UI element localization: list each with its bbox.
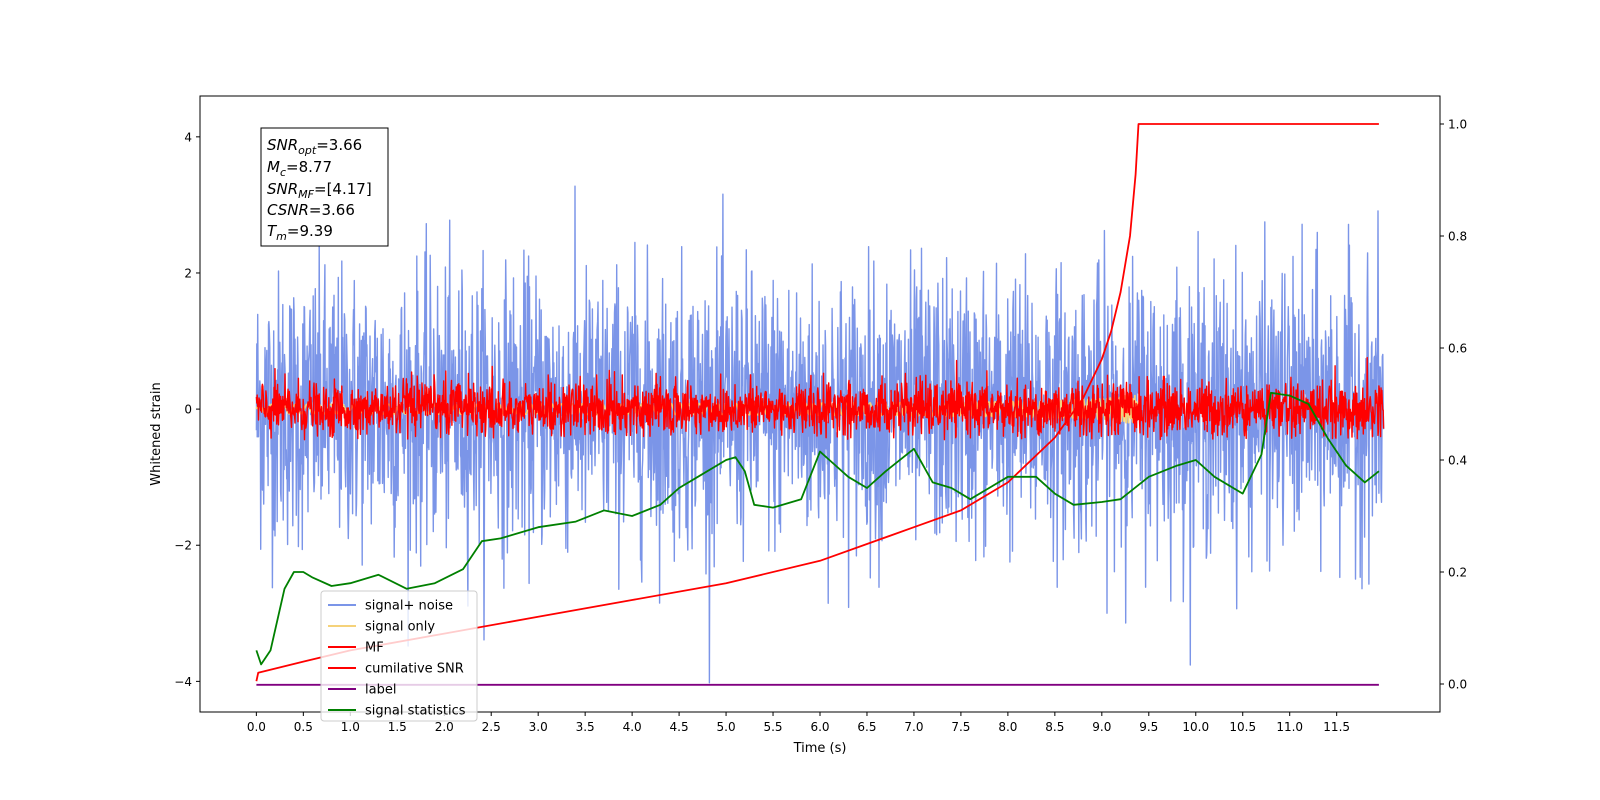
x-tick-label: 7.0 <box>904 720 923 734</box>
x-tick-label: 4.0 <box>623 720 642 734</box>
y-tick-label: 4 <box>184 130 192 144</box>
legend-label-signal-only: signal only <box>365 620 435 635</box>
x-tick-label: 1.0 <box>341 720 360 734</box>
annotation-snr-mf: SNRMF=[4.17] <box>267 180 372 201</box>
x-tick-label: 11.5 <box>1323 720 1350 734</box>
annotation-box-frame <box>260 127 389 247</box>
legend: signal+ noise signal only MF cumilative SNR… <box>320 590 478 722</box>
legend-label-signal-noise: signal+ noise <box>365 599 453 614</box>
annotation-merger-time: Tm=9.39 <box>267 222 333 243</box>
y-tick-label: −4 <box>174 675 192 689</box>
x-tick-label: 3.5 <box>576 720 595 734</box>
legend-frame <box>320 590 478 722</box>
y-tick-label: −2 <box>174 539 192 553</box>
legend-label-cumilative-snr: cumilative SNR <box>365 662 464 677</box>
x-tick-label: 1.5 <box>388 720 407 734</box>
annotation-box: SNRopt=3.66 Mc=8.77 SNRMF=[4.17] CSNR=3.… <box>260 127 389 247</box>
right-y-axis-ticks: 0.0 0.2 0.4 0.6 0.8 1.0 <box>1440 118 1467 692</box>
right-y-tick-label: 0.6 <box>1448 342 1467 356</box>
x-tick-label: 7.5 <box>951 720 970 734</box>
y-axis-label: Whitened strain <box>149 382 164 485</box>
y-tick-label: 0 <box>184 403 192 417</box>
legend-label-label: label <box>365 683 396 698</box>
y-tick-label: 2 <box>184 266 192 280</box>
right-y-tick-label: 0.8 <box>1448 230 1467 244</box>
annotation-csnr: CSNR=3.66 <box>267 201 355 219</box>
x-tick-label: 10.5 <box>1229 720 1256 734</box>
x-tick-label: 5.0 <box>717 720 736 734</box>
x-tick-label: 4.5 <box>670 720 689 734</box>
x-tick-label: 3.0 <box>529 720 548 734</box>
x-axis-label: Time (s) <box>793 741 847 756</box>
x-tick-label: 0.5 <box>294 720 313 734</box>
series-line-signal-statistics <box>255 391 1380 666</box>
x-tick-label: 9.0 <box>1092 720 1111 734</box>
annotation-chirp-mass: Mc=8.77 <box>267 158 332 179</box>
legend-label-mf: MF <box>365 641 384 656</box>
x-tick-label: 5.5 <box>763 720 782 734</box>
x-tick-label: 10.0 <box>1182 720 1209 734</box>
x-tick-label: 2.5 <box>482 720 501 734</box>
x-tick-label: 11.0 <box>1276 720 1303 734</box>
right-y-tick-label: 0.0 <box>1448 678 1467 692</box>
series-line-mf <box>255 356 1385 441</box>
y-axis-ticks: −4 −2 0 2 4 <box>174 130 200 689</box>
x-tick-label: 0.0 <box>247 720 266 734</box>
x-tick-label: 8.5 <box>1045 720 1064 734</box>
x-tick-label: 9.5 <box>1139 720 1158 734</box>
x-axis-ticks: 0.0 0.5 1.0 1.5 2.0 2.5 3.0 3.5 4.0 4.5 5.0 5.5 6.0 6… <box>247 712 1350 734</box>
legend-label-signal-statistics: signal statistics <box>365 704 466 719</box>
right-y-tick-label: 1.0 <box>1448 118 1467 132</box>
annotation-snr-opt: SNRopt=3.66 <box>267 136 362 157</box>
x-tick-label: 6.5 <box>857 720 876 734</box>
x-tick-label: 2.0 <box>435 720 454 734</box>
right-y-tick-label: 0.4 <box>1448 454 1467 468</box>
x-tick-label: 8.0 <box>998 720 1017 734</box>
x-tick-label: 6.0 <box>810 720 829 734</box>
right-y-tick-label: 0.2 <box>1448 566 1467 580</box>
